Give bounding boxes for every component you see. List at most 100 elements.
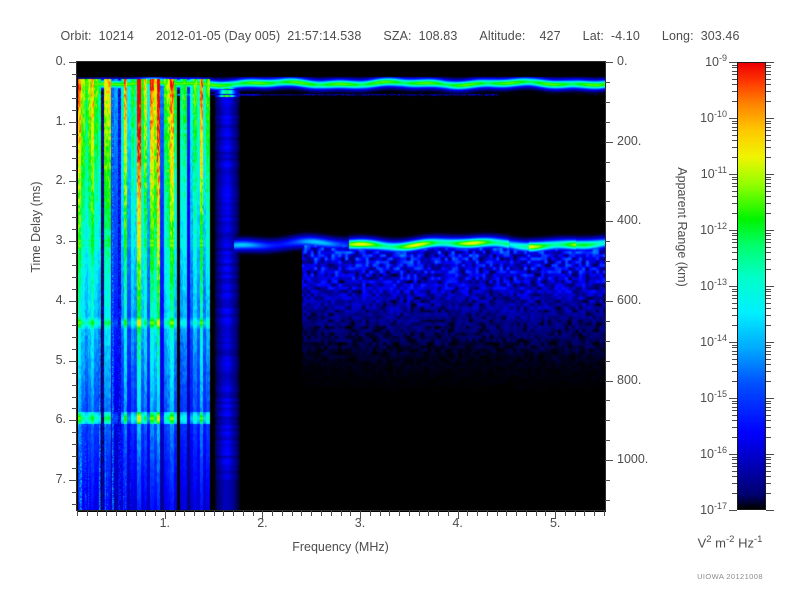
axis-tick [341,511,342,516]
x-axis-tick-label: 2. [257,516,268,530]
colorbar-tick-label: 10-11 [701,165,727,181]
axis-tick [72,373,77,374]
colorbar-minor-tick [766,259,771,260]
colorbar-tick-mantissa: 10 [700,167,715,182]
colorbar-tick-mantissa: 10 [700,223,714,238]
colorbar-minor-tick [766,359,771,360]
colorbar-major-tick [766,398,774,399]
lat-label: Lat: [582,29,604,43]
colorbar-minor-tick [732,91,737,92]
axis-tick [72,313,77,314]
altitude-value: 427 [539,29,561,43]
y-axis-left-tick-label: 6. [55,412,66,427]
colorbar-minor-tick [766,483,771,484]
colorbar-tick-exponent: -16 [713,445,727,455]
axis-tick [72,468,77,469]
colorbar-minor-tick [732,213,737,214]
colorbar-major-tick [766,118,774,119]
axis-tick [69,361,77,362]
spectrogram-canvas [78,63,605,511]
colorbar-minor-tick [732,364,737,365]
colorbar-minor-tick [766,203,771,204]
colorbar-minor-tick [732,101,737,102]
axis-tick [72,504,77,505]
colorbar-minor-tick [766,252,771,253]
colorbar-minor-tick [732,371,737,372]
colorbar-major-tick [729,174,737,175]
axis-tick [555,511,556,519]
colorbar-minor-tick [732,233,737,234]
axis-tick [370,511,371,516]
colorbar-tick-exponent: -15 [713,389,727,399]
axis-tick [69,301,77,302]
y-axis-right-tick-label: 0. [617,54,628,68]
colorbar-minor-tick [732,401,737,402]
y-axis-left-title: Time Delay (ms) [29,181,43,273]
long-label: Long: [661,29,694,43]
colorbar-tick-label: 10-9 [705,53,727,69]
colorbar-major-tick [766,174,774,175]
colorbar-tick-mantissa: 10 [700,447,714,462]
colorbar-tick-exponent: -9 [718,53,727,63]
colorbar-minor-tick [732,127,737,128]
colorbar-minor-tick [732,140,737,141]
observation-date: 2012-01-05 (Day 005) [155,29,281,43]
colorbar-minor-tick [766,121,771,122]
colorbar-minor-tick [766,79,771,80]
axis-tick [72,217,77,218]
plot-border-top [77,61,606,62]
colorbar-minor-tick [732,471,737,472]
axis-tick [72,146,77,147]
colorbar-tick-exponent: -11 [714,165,727,175]
colorbar-minor-tick [732,493,737,494]
axis-tick [72,408,77,409]
colorbar-gradient [738,63,765,509]
colorbar-minor-tick [766,179,771,180]
colorbar-tick-label: 10-10 [700,109,727,125]
colorbar-minor-tick [766,476,771,477]
colorbar-minor-tick [732,325,737,326]
colorbar-units: V2 m-2 Hz-1 [660,534,800,550]
axis-tick [204,511,205,516]
colorbar [737,62,766,510]
colorbar-minor-tick [766,239,771,240]
colorbar-minor-tick [732,459,737,460]
axis-tick [87,511,88,516]
colorbar-minor-tick [732,259,737,260]
colorbar-major-tick [766,62,774,63]
colorbar-major-tick [729,398,737,399]
colorbar-tick-mantissa: 10 [700,111,714,126]
y-axis-left-tick-label: 1. [55,113,66,128]
axis-tick [605,221,613,222]
colorbar-minor-tick [766,67,771,68]
axis-tick [72,444,77,445]
colorbar-major-tick [766,286,774,287]
colorbar-minor-tick [766,235,771,236]
x-axis-title: Frequency (MHz) [292,540,389,554]
axis-tick [282,511,283,516]
colorbar-minor-tick [766,123,771,124]
axis-tick [331,511,332,516]
institution-watermark: UIOWA 20121008 [697,572,763,581]
colorbar-minor-tick [732,74,737,75]
orbit-value: 10214 [98,29,134,43]
colorbar-minor-tick [766,147,771,148]
axis-tick [72,110,77,111]
colorbar-minor-tick [766,364,771,365]
colorbar-major-tick [729,118,737,119]
colorbar-tick-mantissa: 10 [700,391,714,406]
colorbar-minor-tick [732,235,737,236]
axis-tick [72,205,77,206]
x-axis-tick-label: 4. [452,516,463,530]
colorbar-minor-tick [732,177,737,178]
axis-tick [448,511,449,516]
colorbar-tick-mantissa: 10 [700,503,714,518]
axis-tick [605,341,610,342]
colorbar-minor-tick [766,127,771,128]
colorbar-minor-tick [766,437,771,438]
axis-tick [575,511,576,516]
axis-tick [69,241,77,242]
axis-tick [477,511,478,516]
colorbar-minor-tick [732,415,737,416]
axis-tick [605,142,613,143]
